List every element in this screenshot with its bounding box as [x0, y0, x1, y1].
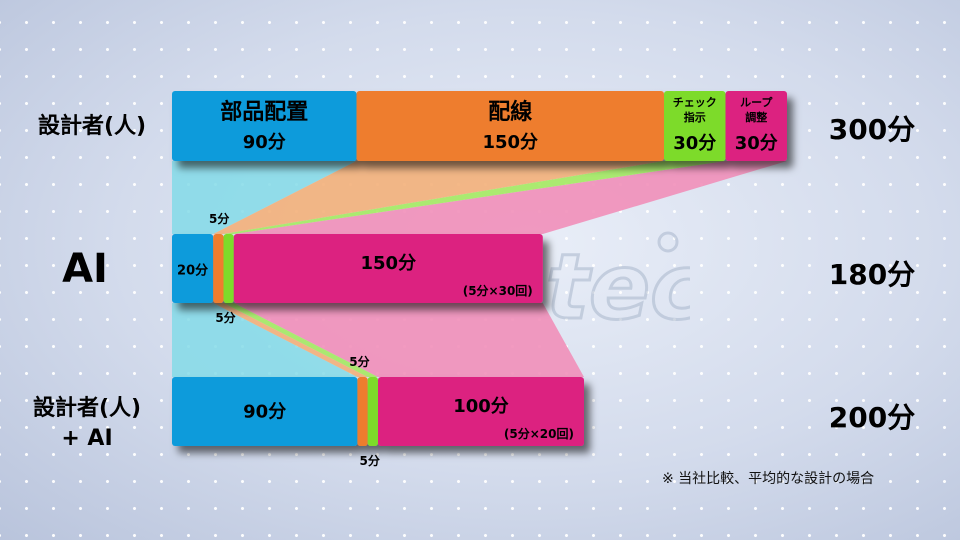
- segment-label-row0-0-b: 90分: [243, 132, 286, 153]
- bar-row-1: [172, 234, 543, 303]
- bar-segment-placement-row0: [172, 91, 357, 161]
- bar-segment-check-row1: [223, 234, 234, 303]
- bar-segment-wiring-row0: [356, 91, 664, 161]
- segment-label-row2-wiring: 5分: [349, 354, 369, 369]
- bar-segment-loop-row0: [725, 91, 787, 161]
- segment-label-row2-check: 5分: [360, 453, 380, 468]
- bar-segment-wiring-row2: [357, 377, 368, 446]
- row-label-human-plus-ai: 設計者(人) + AI: [32, 396, 142, 451]
- segment-label-row1-check: 5分: [215, 310, 235, 325]
- segment-label-row1-placement: 20分: [177, 263, 208, 279]
- segment-label-row0-1-b: 150分: [482, 132, 538, 153]
- footnote: ※ 当社比較、平均的な設計の場合: [662, 471, 875, 487]
- segment-sublabel-row1-loop: (5分×30回): [463, 283, 533, 298]
- bar-segment-wiring-row1: [213, 234, 224, 303]
- segment-label-row0-3-b: 調整: [745, 110, 767, 124]
- tech-watermark: tech: [545, 231, 690, 332]
- connector-check-row1-row2: [223, 303, 378, 377]
- connector-check-row0-row1: [223, 161, 726, 234]
- segment-label-row0-2-c: 30分: [673, 133, 716, 154]
- segment-label-row0-2-b: 指示: [684, 110, 706, 124]
- connector-wiring-row1-row2: [213, 303, 368, 377]
- segment-label-row1-loop: 150分: [361, 253, 417, 274]
- bar-segment-loop-row2: [378, 377, 584, 446]
- bar-segment-placement-row1: [172, 234, 214, 303]
- segment-label-row0-3-a: ループ: [740, 95, 773, 109]
- bar-segment-loop-row1: [233, 234, 543, 303]
- connector-wiring-row0-row1: [213, 161, 664, 234]
- segment-label-row0-3-c: 30分: [735, 133, 778, 154]
- total-human: 300分: [828, 113, 916, 146]
- connector-loop-row0-row1: [233, 161, 788, 234]
- row-label-ai: AI: [62, 246, 108, 292]
- total-ai: 180分: [828, 258, 916, 291]
- bar-segment-check-row2: [367, 377, 378, 446]
- connector-loop-row1-row2: [233, 303, 585, 377]
- segment-label-row1-wiring: 5分: [209, 211, 229, 226]
- bar-row-2: [172, 377, 584, 446]
- segment-sublabel-row2-loop: (5分×20回): [504, 426, 574, 441]
- bar-segment-placement-row2: [172, 377, 358, 446]
- connector-placement-row1-row2: [172, 303, 358, 377]
- segment-label-row0-2-a: チェック: [673, 96, 717, 109]
- connector-placement-row0-row1: [172, 161, 357, 234]
- bar-segment-check-row0: [664, 91, 726, 161]
- segment-label-row0-1-a: 配線: [488, 99, 532, 125]
- total-human-plus-ai: 200分: [828, 401, 916, 434]
- segment-label-row2-loop: 100分: [453, 396, 509, 417]
- bar-row-0: [172, 91, 787, 161]
- segment-label-row0-0-a: 部品配置: [220, 99, 308, 125]
- connector-layer: [172, 161, 788, 377]
- row-label-human: 設計者(人): [37, 114, 147, 139]
- segment-label-row2-placement: 90分: [243, 402, 286, 423]
